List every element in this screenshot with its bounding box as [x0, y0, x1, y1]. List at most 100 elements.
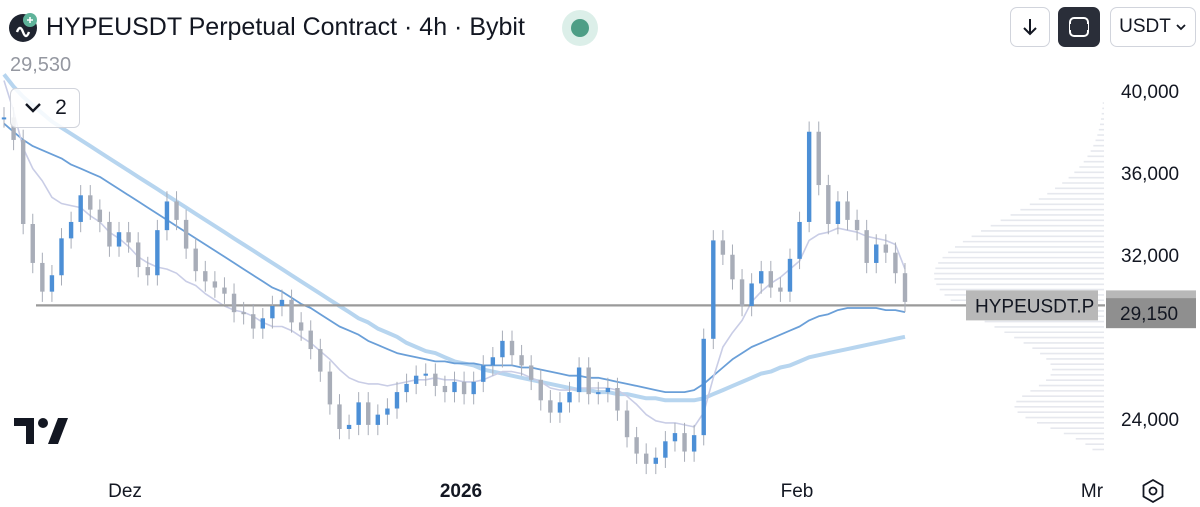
candle: [174, 201, 179, 220]
ma-line-mid: [3, 122, 906, 394]
candle: [107, 221, 112, 247]
candle: [298, 322, 304, 331]
candle: [356, 402, 361, 425]
candle: [691, 435, 697, 452]
candle: [893, 252, 898, 274]
candle: [126, 232, 131, 243]
candle: [260, 318, 265, 329]
candle: [442, 385, 448, 393]
live-status-indicator: [562, 10, 598, 46]
candle: [730, 254, 735, 280]
candle: [30, 224, 35, 263]
candle: [749, 283, 754, 306]
chevron-down-icon: [25, 103, 42, 113]
candle: [644, 453, 649, 464]
candle: [759, 271, 764, 284]
candle: [711, 240, 716, 339]
currency-label: USDT: [1119, 16, 1171, 37]
candle: [318, 349, 323, 372]
candle: [826, 185, 831, 224]
candle: [212, 281, 218, 288]
candle: [78, 195, 83, 222]
candle: [145, 267, 150, 276]
candle: [787, 258, 793, 292]
candle: [289, 299, 294, 323]
settings-icon[interactable]: [1140, 478, 1166, 504]
candle: [49, 275, 55, 292]
indicator-count: 2: [55, 96, 67, 119]
candle: [164, 201, 170, 231]
y-axis-tick-label: 24,000: [1121, 410, 1179, 431]
y-axis-tick-label: 36,000: [1121, 164, 1179, 185]
candle: [346, 424, 352, 429]
candle: [797, 221, 802, 259]
ma-price-label-bg: [1106, 298, 1196, 329]
candle: [203, 271, 208, 282]
candle: [183, 219, 189, 249]
candle: [528, 365, 534, 380]
ma-line-slow: [2, 73, 906, 403]
candle: [816, 131, 821, 186]
candle: [883, 244, 889, 253]
candle: [663, 441, 668, 458]
candle: [653, 457, 658, 464]
candle: [97, 209, 103, 222]
candle: [519, 355, 524, 366]
candle: [135, 242, 141, 268]
fullscreen-icon: [1069, 17, 1089, 37]
candle: [509, 340, 515, 356]
candle: [327, 371, 333, 405]
candle: [586, 367, 591, 395]
download-button[interactable]: [1010, 7, 1050, 47]
candle: [1, 117, 7, 120]
candle: [615, 388, 620, 411]
candle: [394, 392, 400, 409]
candle: [672, 433, 678, 442]
candle: [557, 402, 563, 413]
y-axis-tick-label: 40,000: [1121, 82, 1179, 103]
candle: [116, 232, 122, 247]
candle: [874, 244, 879, 263]
candle: [59, 238, 64, 276]
candle: [845, 201, 850, 220]
candle: [241, 312, 246, 315]
candle: [835, 201, 841, 224]
ohlc-value: 29,530: [10, 54, 72, 76]
symbol-label-bg: [966, 290, 1098, 321]
candle: [88, 195, 93, 210]
fullscreen-button[interactable]: [1058, 7, 1100, 47]
candle: [778, 287, 783, 292]
candle: [538, 379, 543, 401]
x-axis-tick-label: Mr: [1081, 481, 1104, 502]
candle: [423, 373, 428, 376]
candle: [634, 437, 639, 454]
y-axis-tick-label: 32,000: [1121, 246, 1179, 267]
candle: [251, 314, 256, 329]
candle: [270, 306, 275, 319]
candle: [413, 375, 419, 384]
x-axis-tick-label: Dez: [108, 481, 142, 502]
indicator-toggle-button[interactable]: 2: [10, 88, 80, 128]
arrow-down-icon: [1023, 19, 1037, 36]
candle: [375, 414, 381, 425]
candle: [500, 340, 505, 358]
symbol-label: HYPEUSDT.P: [975, 296, 1094, 317]
candle: [854, 219, 860, 231]
candle: [701, 338, 706, 436]
candle: [605, 388, 611, 393]
chart-title: HYPEUSDT Perpetual Contract · 4h · Bybit: [46, 13, 525, 41]
currency-select[interactable]: USDT: [1110, 7, 1196, 47]
bybit-logo-icon: [9, 13, 37, 42]
candle: [231, 293, 237, 313]
candle: [624, 410, 630, 438]
candle: [155, 230, 160, 276]
candle: [193, 248, 198, 272]
x-axis-tick-label: Feb: [781, 481, 814, 502]
candle: [404, 383, 409, 393]
candle: [596, 392, 601, 395]
candle: [481, 365, 486, 382]
candle: [40, 262, 45, 292]
candle: [768, 271, 774, 288]
candle: [222, 287, 227, 294]
